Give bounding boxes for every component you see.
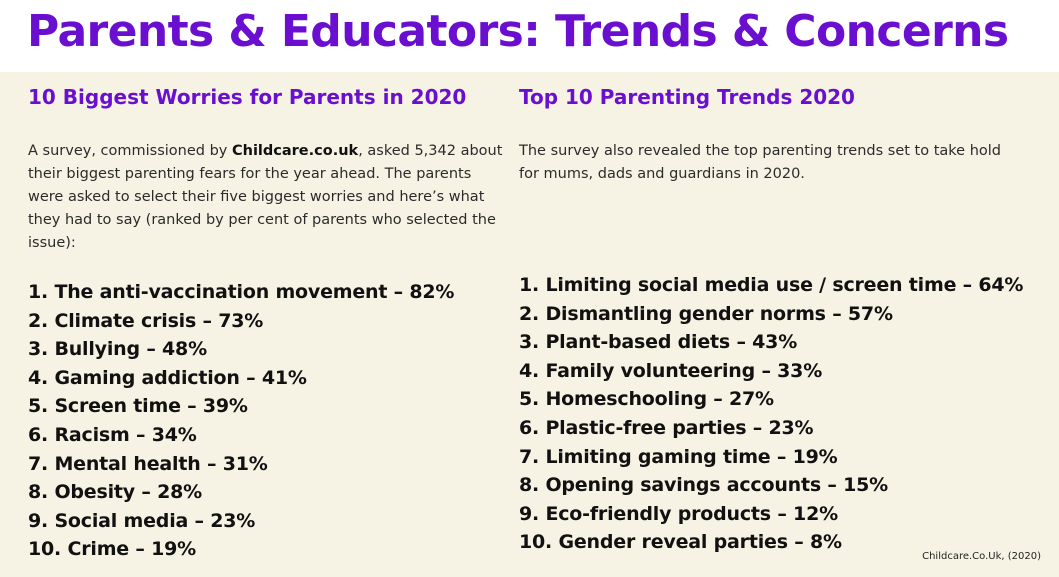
trends-list-item: 7. Limiting gaming time – 19% xyxy=(519,445,838,468)
source-citation: Childcare.Co.Uk, (2020) xyxy=(922,551,1041,562)
worries-list-item: 1. The anti-vaccination movement – 82% xyxy=(28,281,455,303)
trends-list-item: 5. Homeschooling – 27% xyxy=(519,388,774,411)
trends-list-item: 8. Opening savings accounts – 15% xyxy=(519,474,889,497)
worries-intro-after: , asked 5,342 about their biggest parent… xyxy=(28,143,503,251)
title-bar: Parents & Educators: Trends & Concerns xyxy=(0,0,1059,72)
worries-list-item: 9. Social media – 23% xyxy=(28,509,256,532)
trends-list-item: 3. Plant-based diets – 43% xyxy=(519,331,798,354)
trends-list-item: 4. Family volunteering – 33% xyxy=(519,359,823,382)
trends-list-item: 9. Eco-friendly products – 12% xyxy=(519,502,838,525)
trends-list: 1. Limiting social media use / screen ti… xyxy=(519,271,1023,557)
trends-list-item: 2. Dismantling gender norms – 57% xyxy=(519,302,893,325)
trends-list-item: 1. Limiting social media use / screen ti… xyxy=(519,274,1024,296)
worries-list-item: 4. Gaming addiction – 41% xyxy=(28,366,307,389)
worries-list-item: 6. Racism – 34% xyxy=(28,423,197,446)
worries-list-item: 7. Mental health – 31% xyxy=(28,452,268,475)
trends-heading: Top 10 Parenting Trends 2020 xyxy=(519,85,855,109)
worries-intro-before: A survey, commissioned by xyxy=(28,143,232,159)
trends-list-item: 10. Gender reveal parties – 8% xyxy=(519,531,842,554)
worries-intro-brand: Childcare.co.uk xyxy=(231,143,359,159)
worries-list-item: 3. Bullying – 48% xyxy=(28,338,207,361)
trends-list-item: 6. Plastic-free parties – 23% xyxy=(519,416,814,439)
content-panel: 10 Biggest Worries for Parents in 2020 A… xyxy=(0,72,1059,577)
worries-list-item: 8. Obesity – 28% xyxy=(28,481,202,504)
page-title: Parents & Educators: Trends & Concerns xyxy=(27,6,1009,57)
worries-list-item: 10. Crime – 19% xyxy=(28,538,196,561)
worries-list-item: 2. Climate crisis – 73% xyxy=(28,309,264,332)
worries-list: 1. The anti-vaccination movement – 82% 2… xyxy=(28,278,454,564)
worries-heading: 10 Biggest Worries for Parents in 2020 xyxy=(28,85,467,109)
worries-intro: A survey, commissioned by Childcare.co.u… xyxy=(28,140,503,255)
trends-intro: The survey also revealed the top parenti… xyxy=(519,143,1001,182)
worries-list-item: 5. Screen time – 39% xyxy=(28,395,248,418)
